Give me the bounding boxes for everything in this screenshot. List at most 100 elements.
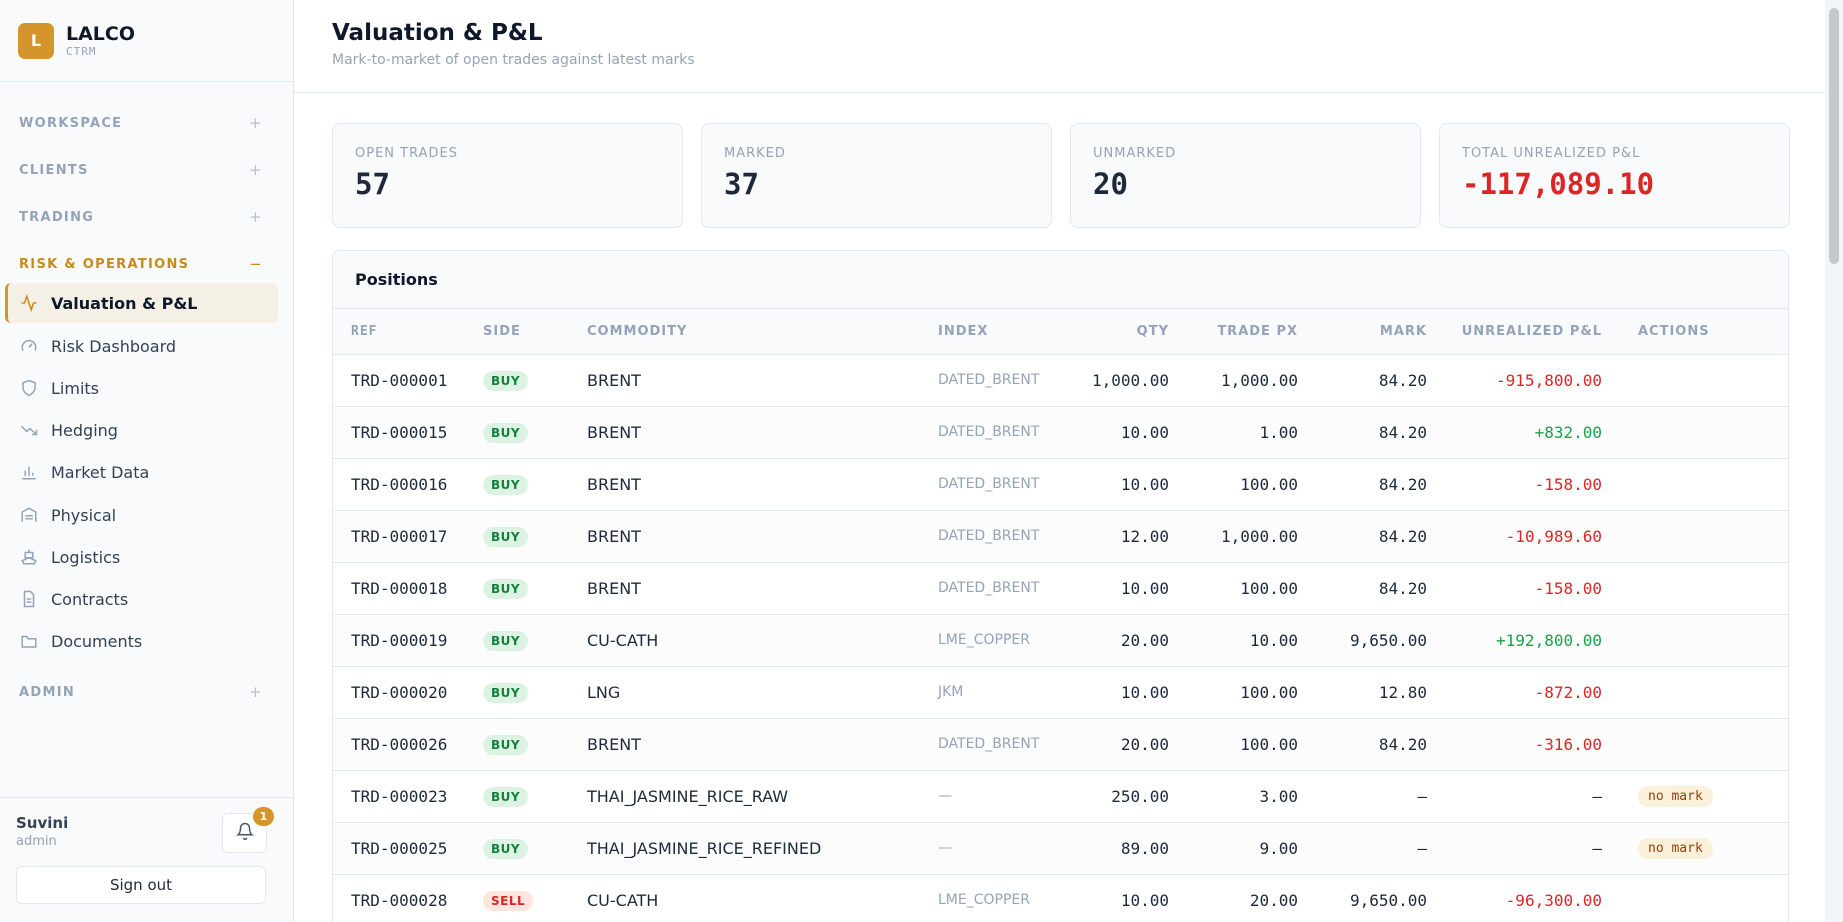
- cell-side: BUY: [483, 770, 587, 823]
- cell-trade-px: 100.00: [1169, 718, 1298, 771]
- sidebar-item-physical[interactable]: Physical: [5, 495, 278, 535]
- side-badge: BUY: [483, 630, 529, 651]
- column-header-trade-px[interactable]: TRADE PX: [1169, 309, 1298, 355]
- cell-qty: 250.00: [1068, 770, 1169, 823]
- collapse-icon: −: [249, 255, 263, 273]
- cell-commodity: BRENT: [587, 562, 938, 615]
- table-row[interactable]: TRD-000020 BUY LNG JKM 10.00 100.00 12.80 -872.…: [333, 666, 1788, 719]
- cell-commodity: BRENT: [587, 354, 938, 407]
- expand-icon: +: [249, 208, 263, 226]
- sidebar-item-contracts[interactable]: Contracts: [5, 579, 278, 619]
- cell-commodity: CU-CATH: [587, 614, 938, 667]
- shield-icon: [19, 378, 39, 398]
- cell-index: DATED_BRENT: [938, 718, 1068, 771]
- column-header-commodity[interactable]: COMMODITY: [587, 309, 938, 355]
- cell-ref: TRD-000025: [333, 822, 483, 875]
- cell-index: DATED_BRENT: [938, 458, 1068, 511]
- cell-index: DATED_BRENT: [938, 510, 1068, 563]
- sidebar-item-label: Hedging: [51, 420, 118, 440]
- sidebar-item-documents[interactable]: Documents: [5, 621, 278, 661]
- table-row[interactable]: TRD-000025 BUY THAI_JASMINE_RICE_REFINED —8…: [333, 822, 1788, 875]
- cell-unrealized-pnl: -316.00: [1427, 718, 1602, 771]
- cell-commodity: BRENT: [587, 406, 938, 459]
- expand-icon: +: [249, 114, 263, 132]
- page-scrollbar[interactable]: [1825, 0, 1843, 922]
- nav-section-label: CLIENTS: [19, 162, 89, 178]
- column-header-unrealized-pnl[interactable]: UNREALIZED P&L: [1427, 309, 1602, 355]
- nav-section-label: TRADING: [19, 209, 95, 225]
- cell-mark: —: [1298, 770, 1427, 823]
- sidebar-item-hedging[interactable]: Hedging: [5, 410, 278, 450]
- sidebar-item-label: Contracts: [51, 589, 129, 609]
- cell-actions: [1602, 666, 1788, 719]
- notification-count-badge: 1: [253, 807, 274, 826]
- column-header-mark[interactable]: MARK: [1298, 309, 1427, 355]
- brand[interactable]: L LALCO CTRM: [0, 0, 293, 82]
- brand-sub: CTRM: [66, 45, 97, 58]
- positions-table: REF SIDE COMMODITY INDEX QTY TRADE PX MA…: [333, 309, 1788, 922]
- table-row[interactable]: TRD-000018 BUY BRENT DATED_BRENT 10.00 100.00…: [333, 562, 1788, 615]
- cell-actions: [1602, 718, 1788, 771]
- cell-unrealized-pnl: —: [1427, 770, 1602, 823]
- cell-mark: 12.80: [1298, 666, 1427, 719]
- cell-ref: TRD-000017: [333, 510, 483, 563]
- card-total-unrealized-pnl: TOTAL UNREALIZED P&L -117,089.10: [1439, 123, 1790, 228]
- scrollbar-thumb[interactable]: [1829, 8, 1839, 264]
- nav-section-label: WORKSPACE: [19, 115, 123, 131]
- table-row[interactable]: TRD-000026 BUY BRENT DATED_BRENT 20.00 100.00…: [333, 718, 1788, 771]
- sidebar-item-market-data[interactable]: Market Data: [5, 452, 278, 492]
- nav-section-admin[interactable]: ADMIN +: [19, 683, 263, 701]
- cell-qty: 10.00: [1068, 458, 1169, 511]
- table-row[interactable]: TRD-000017 BUY BRENT DATED_BRENT 12.00 1,000.…: [333, 510, 1788, 563]
- cell-ref: TRD-000016: [333, 458, 483, 511]
- cell-index: JKM: [938, 666, 1068, 719]
- cell-actions: no mark: [1602, 770, 1788, 823]
- nav-section-workspace[interactable]: WORKSPACE +: [19, 114, 263, 132]
- positions-panel: Positions REF SIDE COMMODITY INDEX QTY T…: [332, 250, 1789, 922]
- notifications-button[interactable]: 1: [222, 807, 274, 853]
- sign-out-button[interactable]: Sign out: [16, 866, 266, 904]
- column-header-index[interactable]: INDEX: [938, 309, 1068, 355]
- table-row[interactable]: TRD-000001 BUY BRENT DATED_BRENT 1,000.00 1,0…: [333, 354, 1788, 407]
- column-header-ref[interactable]: REF: [333, 309, 483, 355]
- sidebar-item-valuation-pnl[interactable]: Valuation & P&L: [5, 283, 278, 323]
- ship-icon: [19, 547, 39, 567]
- column-header-qty[interactable]: QTY: [1068, 309, 1169, 355]
- table-row[interactable]: TRD-000028 SELL CU-CATH LME_COPPER 10.00 20.0…: [333, 874, 1788, 922]
- nav-section-clients[interactable]: CLIENTS +: [19, 161, 263, 179]
- nav-section-risk-operations[interactable]: RISK & OPERATIONS −: [19, 255, 263, 273]
- sidebar-item-logistics[interactable]: Logistics: [5, 537, 278, 577]
- table-row[interactable]: TRD-000023 BUY THAI_JASMINE_RICE_RAW —250.0…: [333, 770, 1788, 823]
- expand-icon: +: [249, 161, 263, 179]
- cell-mark: 9,650.00: [1298, 614, 1427, 667]
- cell-trade-px: 100.00: [1169, 458, 1298, 511]
- cell-commodity: CU-CATH: [587, 874, 938, 922]
- table-row[interactable]: TRD-000019 BUY CU-CATH LME_COPPER 20.00 10.00…: [333, 614, 1788, 667]
- sidebar-item-risk-dashboard[interactable]: Risk Dashboard: [5, 326, 278, 366]
- table-row[interactable]: TRD-000016 BUY BRENT DATED_BRENT 10.00 100.00…: [333, 458, 1788, 511]
- cell-trade-px: 1,000.00: [1169, 510, 1298, 563]
- no-mark-badge[interactable]: no mark: [1638, 786, 1713, 807]
- no-mark-badge[interactable]: no mark: [1638, 838, 1713, 859]
- sidebar-item-label: Documents: [51, 631, 143, 651]
- cell-commodity: THAI_JASMINE_RICE_RAW: [587, 770, 938, 823]
- cell-qty: 12.00: [1068, 510, 1169, 563]
- cell-actions: [1602, 406, 1788, 459]
- side-badge: BUY: [483, 526, 529, 547]
- user-role: admin: [16, 834, 57, 849]
- card-unmarked: UNMARKED 20: [1070, 123, 1421, 228]
- cell-side: BUY: [483, 822, 587, 875]
- sidebar-item-limits[interactable]: Limits: [5, 368, 278, 408]
- cell-actions: [1602, 510, 1788, 563]
- cell-index: —: [938, 770, 1068, 823]
- cell-ref: TRD-000018: [333, 562, 483, 615]
- cell-qty: 10.00: [1068, 562, 1169, 615]
- cell-index: LME_COPPER: [938, 874, 1068, 922]
- column-header-side[interactable]: SIDE: [483, 309, 587, 355]
- card-label: UNMARKED: [1093, 146, 1177, 161]
- cell-ref: TRD-000019: [333, 614, 483, 667]
- nav-section-trading[interactable]: TRADING +: [19, 208, 263, 226]
- cell-qty: 10.00: [1068, 406, 1169, 459]
- cell-trade-px: 100.00: [1169, 666, 1298, 719]
- table-row[interactable]: TRD-000015 BUY BRENT DATED_BRENT 10.00 1.00 84…: [333, 406, 1788, 459]
